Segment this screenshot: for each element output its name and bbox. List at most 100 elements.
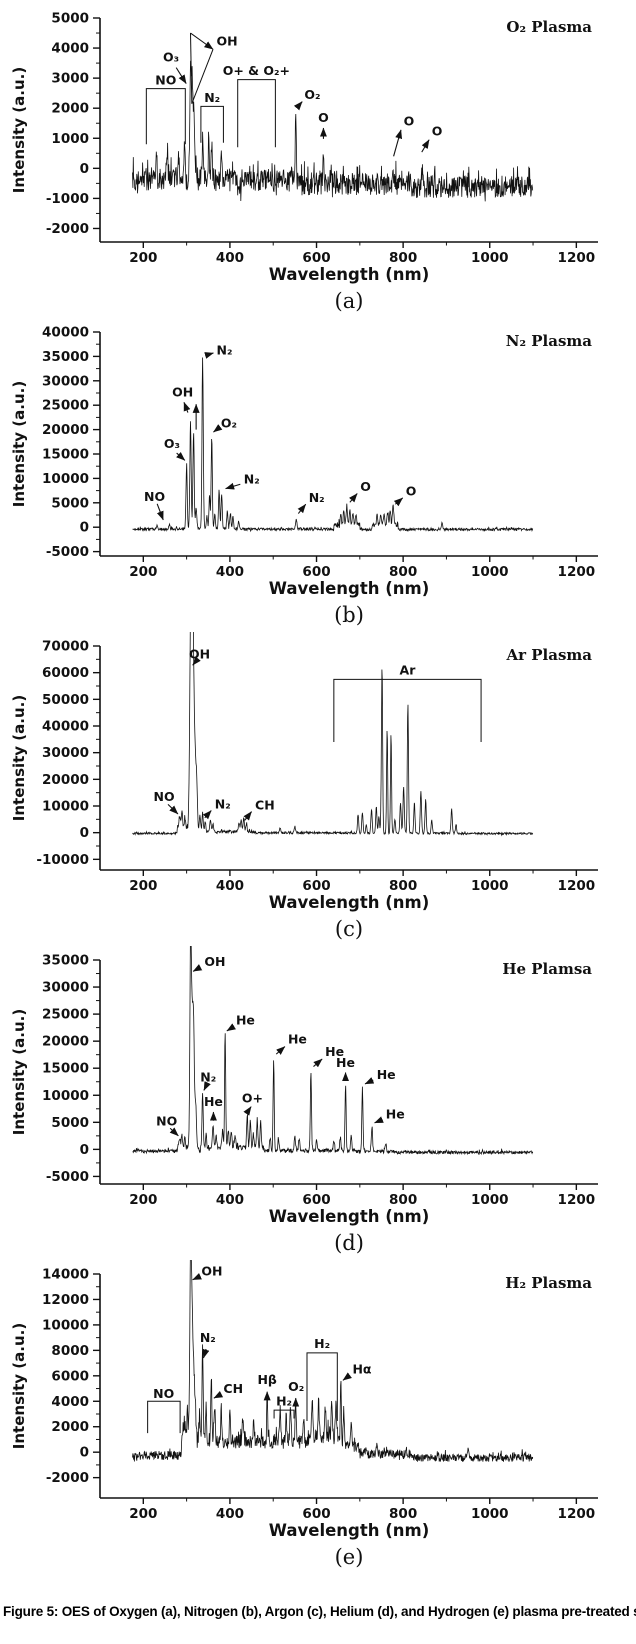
- svg-text:Wavelength (nm): Wavelength (nm): [269, 579, 430, 598]
- spectrum-panel-a: NO O₃ OH N₂ O+ & O₂+ O₂ O O O 200 400 600 800 1000 120…: [0, 4, 636, 318]
- svg-text:O: O: [404, 113, 415, 128]
- svg-text:600: 600: [302, 878, 330, 894]
- svg-text:15000: 15000: [42, 1061, 89, 1077]
- svg-text:600: 600: [302, 564, 330, 580]
- svg-text:Wavelength (nm): Wavelength (nm): [269, 1207, 430, 1226]
- svg-text:N₂: N₂: [216, 342, 232, 357]
- svg-text:O₃: O₃: [164, 436, 180, 451]
- panel-caption-e: (e): [334, 1545, 364, 1569]
- svg-text:Hβ: Hβ: [257, 1372, 276, 1387]
- svg-text:50000: 50000: [42, 692, 89, 708]
- svg-text:20000: 20000: [42, 1034, 89, 1050]
- svg-text:0: 0: [80, 520, 89, 536]
- svg-text:15000: 15000: [42, 447, 89, 463]
- svg-text:H₂: H₂: [314, 1336, 330, 1351]
- svg-text:He: He: [386, 1107, 405, 1122]
- svg-text:Wavelength (nm): Wavelength (nm): [269, 265, 430, 284]
- panel-caption-a: (a): [334, 289, 364, 313]
- svg-text:He: He: [288, 1031, 307, 1046]
- svg-text:NO: NO: [144, 489, 165, 504]
- panel-caption-b: (b): [334, 603, 364, 627]
- svg-text:4000: 4000: [51, 1394, 89, 1410]
- svg-text:N₂: N₂: [204, 90, 220, 105]
- svg-text:OH: OH: [172, 384, 193, 399]
- svg-text:OH: OH: [201, 1264, 222, 1279]
- svg-text:35000: 35000: [42, 953, 89, 969]
- svg-text:0: 0: [80, 825, 89, 841]
- svg-text:N₂: N₂: [200, 1330, 216, 1345]
- svg-text:O₂: O₂: [304, 87, 320, 102]
- svg-text:H₂: H₂: [276, 1394, 292, 1409]
- svg-text:800: 800: [389, 1506, 417, 1522]
- svg-text:O: O: [318, 110, 329, 125]
- svg-text:8000: 8000: [51, 1343, 89, 1359]
- svg-text:N₂: N₂: [309, 490, 325, 505]
- svg-text:400: 400: [216, 1192, 244, 1208]
- svg-text:OH: OH: [204, 954, 225, 969]
- svg-text:30000: 30000: [42, 745, 89, 761]
- spectrum-panel-d: NO OH N₂ He He O+ He He He He He 200 400 600 800 1000 12…: [0, 946, 636, 1260]
- svg-text:10000: 10000: [42, 799, 89, 815]
- svg-text:3000: 3000: [51, 71, 89, 87]
- svg-text:1200: 1200: [558, 1192, 596, 1208]
- svg-text:O: O: [406, 483, 417, 498]
- svg-text:-2000: -2000: [46, 221, 89, 237]
- svg-text:10000: 10000: [42, 471, 89, 487]
- svg-text:-5000: -5000: [46, 1169, 89, 1185]
- svg-text:20000: 20000: [42, 422, 89, 438]
- svg-text:5000: 5000: [51, 1115, 89, 1131]
- svg-text:25000: 25000: [42, 1007, 89, 1023]
- svg-text:1200: 1200: [558, 250, 596, 266]
- figure-caption: Figure 5: OES of Oxygen (a), Nitrogen (b…: [3, 1604, 636, 1619]
- svg-text:-5000: -5000: [46, 544, 89, 560]
- svg-text:1200: 1200: [558, 564, 596, 580]
- svg-text:400: 400: [216, 250, 244, 266]
- svg-text:400: 400: [216, 1506, 244, 1522]
- spectrum-panel-b: NO O₃ OH N₂ O₂ N₂ N₂ O O 200 400 600 800 1000 1200 -500…: [0, 318, 636, 632]
- spectrum-panel-e: NO OH N₂ CH Hβ H₂ O₂ H₂ Hα 200 400 600 800 1000 1200 -2…: [0, 1260, 636, 1574]
- svg-text:35000: 35000: [42, 349, 89, 365]
- svg-text:NO: NO: [153, 1386, 174, 1401]
- svg-text:200: 200: [129, 1192, 157, 1208]
- svg-text:CH: CH: [223, 1381, 243, 1396]
- panel-caption-c: (c): [334, 917, 364, 941]
- svg-text:O₂: O₂: [221, 416, 237, 431]
- svg-text:400: 400: [216, 564, 244, 580]
- svg-text:N₂: N₂: [200, 1070, 216, 1085]
- svg-text:1000: 1000: [51, 131, 89, 147]
- svg-text:800: 800: [389, 878, 417, 894]
- spectrum-panel-c: OH NO N₂ CH Ar 200 400 600 800 1000 1200 -10000 0 100…: [0, 632, 636, 946]
- panel-caption-d: (d): [334, 1231, 364, 1255]
- spectrum-chart-o2-plasma: NO O₃ OH N₂O+ & O₂+ O₂ O O O 200 400 600 800 1000 120…: [10, 11, 598, 284]
- svg-text:N₂: N₂: [244, 471, 260, 486]
- svg-text:Wavelength (nm): Wavelength (nm): [269, 893, 430, 912]
- svg-text:Hα: Hα: [352, 1361, 371, 1376]
- svg-text:O+ & O₂+: O+ & O₂+: [223, 63, 290, 78]
- svg-text:0: 0: [80, 1142, 89, 1158]
- svg-text:40000: 40000: [42, 325, 89, 341]
- svg-text:O₂ Plasma: O₂ Plasma: [506, 18, 592, 36]
- svg-text:O₂: O₂: [288, 1379, 304, 1394]
- svg-text:1000: 1000: [471, 564, 509, 580]
- svg-text:Ar: Ar: [400, 663, 417, 678]
- svg-text:O₃: O₃: [163, 49, 179, 64]
- svg-text:25000: 25000: [42, 398, 89, 414]
- svg-text:He: He: [377, 1067, 396, 1082]
- svg-text:10000: 10000: [42, 1088, 89, 1104]
- svg-text:OH: OH: [216, 34, 237, 49]
- svg-text:1200: 1200: [558, 1506, 596, 1522]
- svg-text:600: 600: [302, 1192, 330, 1208]
- svg-text:Intensity (a.u.): Intensity (a.u.): [10, 1009, 28, 1135]
- svg-text:4000: 4000: [51, 41, 89, 57]
- svg-text:1000: 1000: [471, 878, 509, 894]
- svg-text:200: 200: [129, 1506, 157, 1522]
- svg-text:12000: 12000: [42, 1292, 89, 1308]
- svg-text:70000: 70000: [42, 639, 89, 655]
- svg-text:O: O: [360, 479, 371, 494]
- svg-text:1000: 1000: [471, 250, 509, 266]
- svg-text:He: He: [236, 1012, 255, 1027]
- svg-text:H₂ Plasma: H₂ Plasma: [505, 1274, 592, 1292]
- svg-text:Intensity (a.u.): Intensity (a.u.): [10, 1323, 28, 1449]
